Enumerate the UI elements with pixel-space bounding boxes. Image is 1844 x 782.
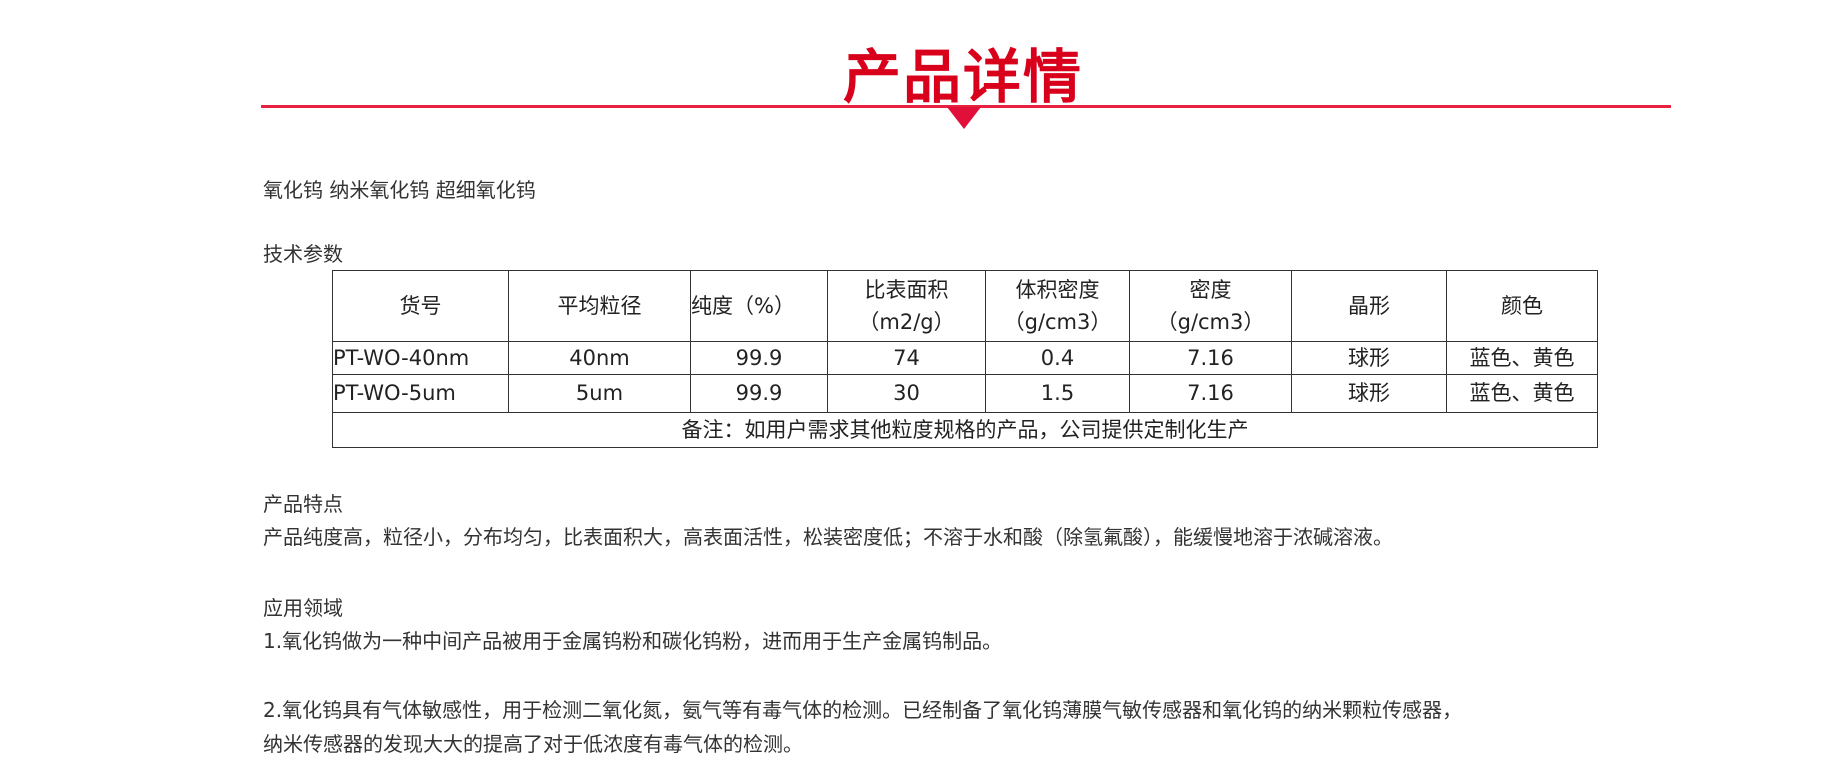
table-note: 备注：如用户需求其他粒度规格的产品，公司提供定制化生产 xyxy=(332,412,1598,448)
table-cell: 球形 xyxy=(1291,341,1447,375)
keywords: 氧化钨 纳米氧化钨 超细氧化钨 xyxy=(263,178,536,202)
applications-heading: 应用领域 xyxy=(263,596,343,620)
page-title: 产品详情 xyxy=(842,43,1083,111)
table-cell: 5um xyxy=(508,374,691,413)
table-row: PT-WO-40nm 40nm 99.9 74 0.4 7.16 球形 蓝色、黄色 xyxy=(332,341,1598,375)
params-heading: 技术参数 xyxy=(263,242,343,266)
table-cell: 99.9 xyxy=(690,374,828,413)
column-header: 比表面积 （m2/g） xyxy=(827,270,986,342)
table-cell: 30 xyxy=(827,374,986,413)
column-header: 纯度（%） xyxy=(690,270,828,342)
triangle-down-icon xyxy=(947,107,981,129)
column-header: 体积密度 （g/cm3） xyxy=(985,270,1130,342)
table-cell: PT-WO-40nm xyxy=(332,341,509,375)
column-header-line: 货号 xyxy=(399,294,442,318)
column-header: 平均粒径 xyxy=(508,270,691,342)
table-cell: 7.16 xyxy=(1129,341,1292,375)
column-header: 货号 xyxy=(332,270,509,342)
table-cell: 99.9 xyxy=(690,341,828,375)
column-header-line: 颜色 xyxy=(1501,294,1543,318)
column-header-line: 平均粒径 xyxy=(557,294,642,318)
table-cell: 蓝色、黄色 xyxy=(1446,374,1598,413)
params-table: 货号 平均粒径 纯度（%） 比表面积 （m2/g） 体积密度 （g/cm3） 密度 （g/cm3… xyxy=(332,270,1598,448)
table-header-row: 货号 平均粒径 纯度（%） 比表面积 （m2/g） 体积密度 （g/cm3） 密度 （g/cm3… xyxy=(332,270,1598,342)
application-item: 1.氧化钨做为一种中间产品被用于金属钨粉和碳化钨粉，进而用于生产金属钨制品。 xyxy=(263,629,1003,653)
column-header-line: 密度 xyxy=(1189,278,1232,302)
table-row: PT-WO-5um 5um 99.9 30 1.5 7.16 球形 蓝色、黄色 xyxy=(332,374,1598,413)
table-cell: 球形 xyxy=(1291,374,1447,413)
column-header: 颜色 xyxy=(1446,270,1598,342)
title-divider xyxy=(261,105,1671,108)
application-item: 纳米传感器的发现大大的提高了对于低浓度有毒气体的检测。 xyxy=(263,732,803,756)
features-text: 产品纯度高，粒径小，分布均匀，比表面积大，高表面活性，松装密度低；不溶于水和酸（… xyxy=(263,525,1393,549)
column-header-line: （g/cm3） xyxy=(1003,310,1112,334)
column-header-line: 比表面积 xyxy=(864,278,949,302)
column-header-line: 体积密度 xyxy=(1015,278,1100,302)
table-cell: 0.4 xyxy=(985,341,1130,375)
table-cell: 1.5 xyxy=(985,374,1130,413)
column-header: 晶形 xyxy=(1291,270,1447,342)
column-header-line: 晶形 xyxy=(1348,294,1390,318)
table-cell: 74 xyxy=(827,341,986,375)
table-cell: PT-WO-5um xyxy=(332,374,509,413)
column-header-line: （g/cm3） xyxy=(1156,310,1265,334)
table-cell: 蓝色、黄色 xyxy=(1446,341,1598,375)
features-heading: 产品特点 xyxy=(263,492,343,516)
application-item: 2.氧化钨具有气体敏感性，用于检测二氧化氮，氨气等有毒气体的检测。已经制备了氧化… xyxy=(263,698,1463,722)
column-header-line: 纯度（%） xyxy=(691,294,795,318)
column-header-line: （m2/g） xyxy=(858,310,955,334)
table-note-row: 备注：如用户需求其他粒度规格的产品，公司提供定制化生产 xyxy=(332,412,1598,448)
table-cell: 7.16 xyxy=(1129,374,1292,413)
column-header: 密度 （g/cm3） xyxy=(1129,270,1292,342)
table-cell: 40nm xyxy=(508,341,691,375)
